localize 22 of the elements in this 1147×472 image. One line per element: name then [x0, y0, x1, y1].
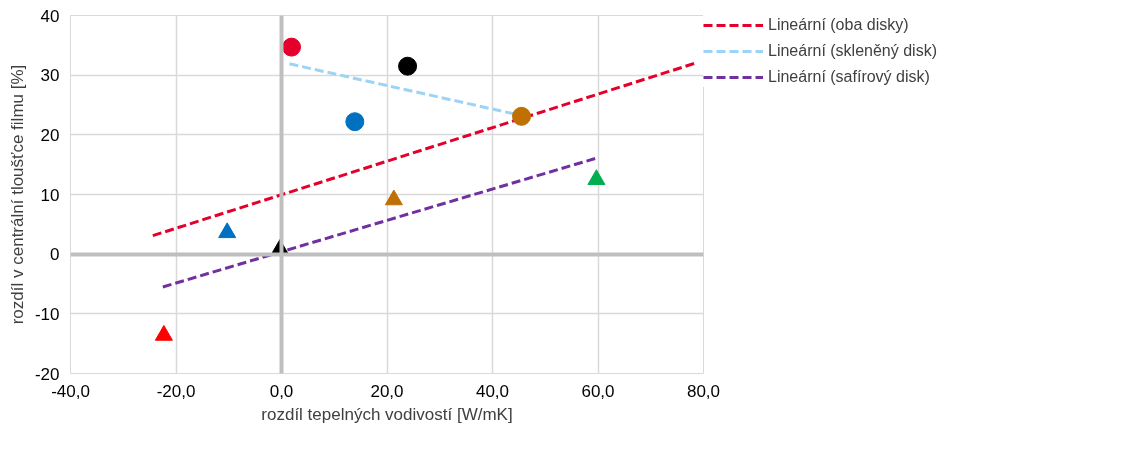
y-tick-label: 30 — [40, 66, 60, 86]
x-tick-label: 80,0 — [686, 381, 721, 401]
point — [282, 37, 302, 57]
y-tick-label: 0 — [50, 245, 60, 265]
x-tick-label: 60,0 — [581, 381, 615, 401]
legend-label: Lineární (safírový disk) — [768, 68, 930, 86]
point — [587, 169, 606, 185]
x-tick-label: -20,0 — [156, 381, 196, 401]
y-tick-label: -10 — [34, 304, 60, 324]
x-tick-label: 40,0 — [475, 381, 510, 401]
x-tick-label: 20,0 — [370, 381, 404, 401]
y-tick-label: -20 — [34, 364, 60, 384]
legend-label: Lineární (oba disky) — [768, 16, 909, 34]
legend-label: Lineární (skleněný disk) — [768, 42, 937, 60]
y-tick-label: 20 — [40, 125, 60, 145]
x-axis-title: rozdíl tepelných vodivostí [W/mK] — [261, 404, 513, 424]
x-tick-label: 0,0 — [269, 381, 294, 401]
y-tick-label: 40 — [40, 6, 60, 26]
y-axis-title: rozdíl v centrální tloušťce filmu [%] — [7, 64, 27, 325]
point — [154, 325, 173, 341]
x-tick-label: -40,0 — [51, 381, 90, 401]
y-tick-label: 10 — [40, 185, 60, 205]
